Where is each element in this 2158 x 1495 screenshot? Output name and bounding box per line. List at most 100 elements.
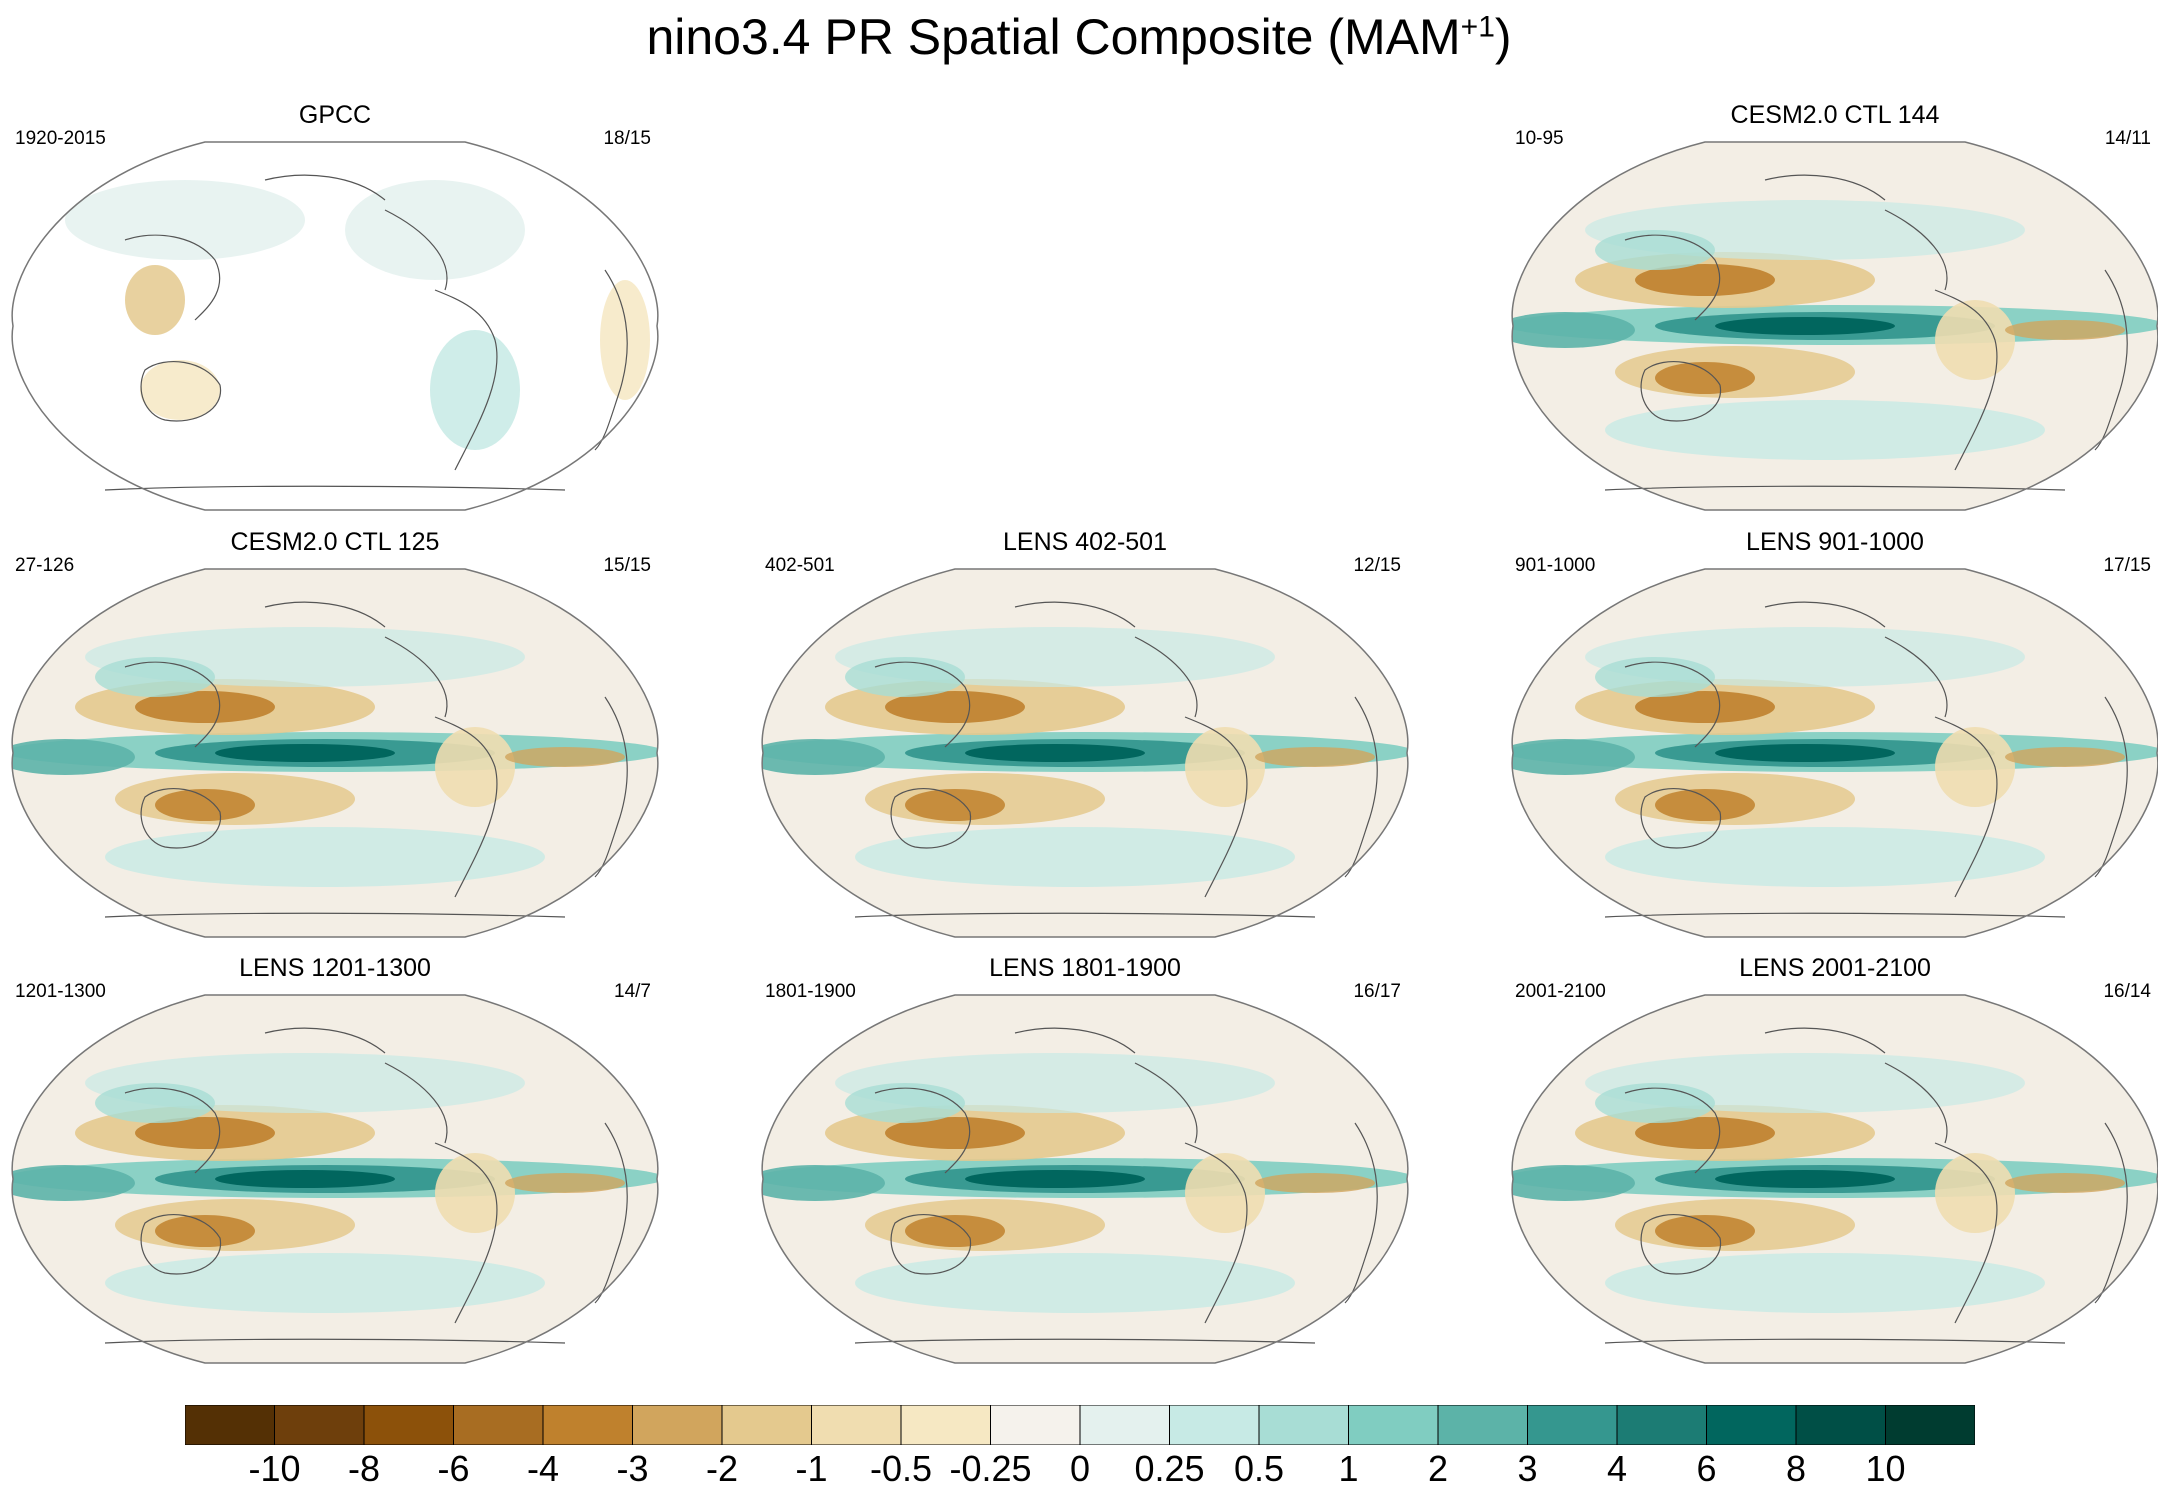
map-outline: [1511, 141, 2158, 511]
coastline: [1640, 361, 1722, 422]
precip-anomaly-shading: [965, 1170, 1145, 1188]
coastline: [104, 485, 566, 491]
precip-anomaly-shading: [762, 1165, 885, 1201]
map-panel: LENS 402-501 402-501 12/15: [755, 527, 1415, 942]
map-panel: LENS 901-1000 901-1000 17/15: [1505, 527, 2158, 942]
colorbar-swatch: [363, 1405, 454, 1445]
colorbar-tick-label: 2: [1427, 1448, 1449, 1489]
panel-title: GPCC: [298, 101, 372, 129]
colorbar-swatch: [274, 1405, 365, 1445]
precip-anomaly-shading: [1635, 1117, 1775, 1149]
coastline: [1764, 174, 1886, 201]
colorbar-tick-label: 0: [1069, 1448, 1091, 1489]
coastline: [140, 788, 222, 849]
map-panel: LENS 1201-1300 1201-1300 14/7: [5, 953, 665, 1368]
coastline: [384, 1062, 448, 1144]
colorbar-swatch: [1258, 1405, 1349, 1445]
coastline: [104, 1338, 566, 1344]
figure-title: nino3.4 PR Spatial Composite (MAM+1): [646, 9, 1512, 65]
land-precip-shading: [430, 330, 520, 450]
panel-years: 2001-2100: [1515, 981, 1606, 1002]
panel-years: 10-95: [1515, 128, 1564, 149]
coastline: [1934, 1142, 1998, 1324]
precip-anomaly-shading: [1185, 727, 1265, 807]
precip-anomaly-shading: [435, 727, 515, 807]
coastline: [140, 1214, 222, 1275]
panel-title: LENS 1801-1900: [989, 954, 1181, 982]
colorbar-tick-label: -0.5: [869, 1448, 933, 1489]
precip-anomaly-shading: [1605, 400, 2045, 460]
coastline: [1604, 1338, 2066, 1344]
map-panel: GPCC 1920-2015 18/15: [5, 100, 665, 515]
colorbar-swatch: [632, 1405, 723, 1445]
coastline: [1624, 661, 1721, 748]
map-plot: [761, 568, 1409, 938]
coastline: [384, 209, 448, 291]
colorbar-swatch: [811, 1405, 902, 1445]
panel-title: LENS 1201-1300: [239, 954, 431, 982]
coastline: [874, 1087, 971, 1174]
coastline: [124, 1087, 221, 1174]
colorbar-tick-label: 0.25: [1134, 1448, 1205, 1489]
panel-years: 901-1000: [1515, 555, 1596, 576]
coastline: [434, 716, 498, 898]
map-outline: [761, 568, 1409, 938]
coastline: [1344, 1122, 1378, 1304]
precip-anomaly-shading: [1935, 300, 2015, 380]
map-plot: [11, 994, 659, 1364]
coastline: [140, 361, 222, 422]
precip-anomaly-shading: [1935, 727, 2015, 807]
precip-anomaly-shading: [1935, 1153, 2015, 1233]
land-precip-shading: [600, 280, 650, 400]
precip-anomaly-shading: [1595, 657, 1715, 697]
panel-event-count: 16/17: [1353, 981, 1401, 1002]
map-plot: [1511, 141, 2158, 511]
map-plot: [761, 994, 1409, 1364]
panel-event-count: 17/15: [2103, 555, 2151, 576]
precip-anomaly-shading: [855, 827, 1295, 887]
precip-anomaly-shading: [95, 1083, 215, 1123]
colorbar-tick-label: -2: [705, 1448, 739, 1489]
precip-anomaly-shading: [1635, 691, 1775, 723]
precip-anomaly-shading: [1595, 230, 1715, 270]
precip-anomaly-shading: [1512, 312, 1635, 348]
coastline: [1134, 1062, 1198, 1144]
panel-event-count: 15/15: [603, 555, 651, 576]
precip-anomaly-shading: [105, 827, 545, 887]
colorbar-tick-label: 10: [1865, 1448, 1906, 1489]
colorbar: [185, 1405, 1975, 1445]
panel-event-count: 14/7: [614, 981, 651, 1002]
coastline: [1884, 636, 1948, 718]
map-panel: LENS 2001-2100 2001-2100 16/14: [1505, 953, 2158, 1368]
land-precip-shading: [65, 180, 305, 260]
land-precip-shading: [345, 180, 525, 280]
coastline: [434, 289, 498, 471]
coastline: [264, 1027, 386, 1054]
coastline: [1014, 601, 1136, 628]
map-outline: [11, 141, 659, 511]
colorbar-swatch: [185, 1405, 275, 1445]
colorbar-swatch: [1437, 1405, 1528, 1445]
colorbar-tick-label: 8: [1785, 1448, 1807, 1489]
coastline: [434, 1142, 498, 1324]
precip-anomaly-shading: [1185, 1153, 1265, 1233]
precip-anomaly-shading: [1595, 1083, 1715, 1123]
map-plot: [1511, 568, 2158, 938]
map-outline: [1511, 994, 2158, 1364]
panel-title: CESM2.0 CTL 144: [1730, 101, 1940, 129]
coastline: [1624, 234, 1721, 321]
colorbar-swatch: [1706, 1405, 1797, 1445]
precip-anomaly-shading: [505, 1173, 625, 1193]
coastline: [594, 269, 628, 451]
coastline: [1640, 788, 1722, 849]
coastline: [890, 1214, 972, 1275]
precip-anomaly-shading: [762, 739, 885, 775]
coastline: [1184, 1142, 1248, 1324]
coastline: [384, 636, 448, 718]
map-panel: CESM2.0 CTL 144 10-95 14/11: [1505, 100, 2158, 515]
precip-anomaly-shading: [905, 1215, 1005, 1247]
colorbar-swatch: [1169, 1405, 1260, 1445]
panel-years: 1201-1300: [15, 981, 106, 1002]
coastline: [2094, 269, 2128, 451]
precip-anomaly-shading: [135, 691, 275, 723]
